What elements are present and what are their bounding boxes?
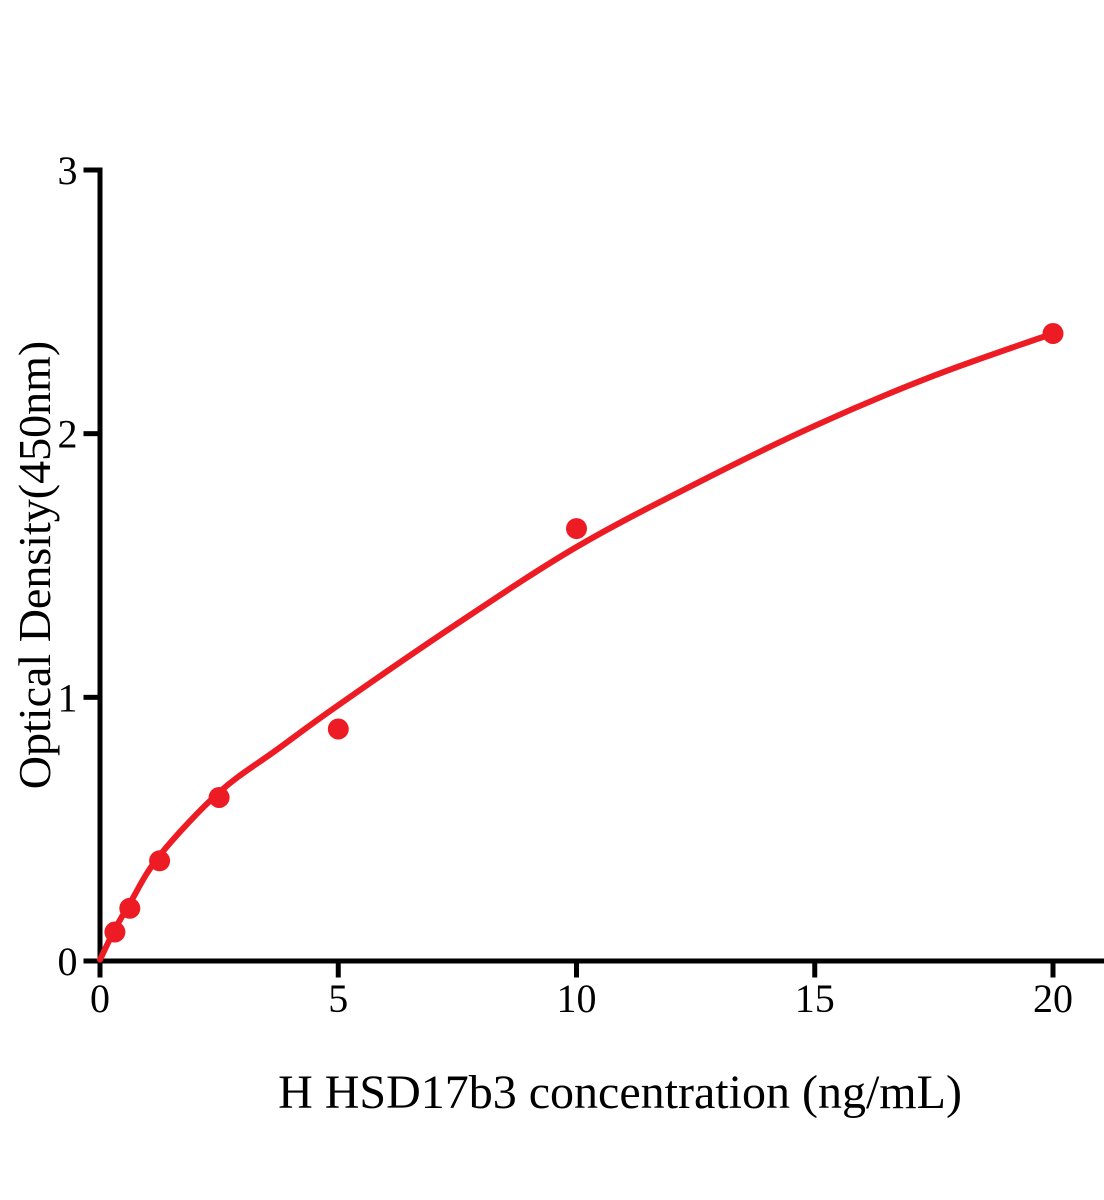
data-point — [1042, 323, 1064, 344]
x-tick-label: 15 — [795, 976, 835, 1021]
ticks-layer: 0 5 10 15 20 0 1 2 3 — [58, 148, 1074, 1021]
data-point — [149, 850, 171, 872]
x-tick-label: 20 — [1033, 976, 1073, 1021]
data-point — [566, 518, 587, 540]
y-tick-label: 2 — [58, 412, 78, 457]
data-point — [104, 921, 126, 943]
y-tick-label: 3 — [58, 148, 78, 193]
x-tick-label: 0 — [90, 976, 110, 1021]
fit-curve — [97, 330, 1056, 963]
y-tick-label: 1 — [58, 675, 78, 720]
y-axis-title: Optical Density(450nm) — [9, 341, 60, 789]
x-tick-label: 5 — [328, 976, 348, 1021]
data-point — [327, 718, 349, 740]
x-axis-title: H HSD17b3 concentration (ng/mL) — [278, 1066, 962, 1119]
data-point — [208, 787, 230, 808]
plot-layer — [97, 323, 1064, 963]
y-tick-label: 0 — [58, 939, 78, 984]
data-point — [119, 897, 141, 919]
x-tick-label: 10 — [557, 976, 597, 1021]
